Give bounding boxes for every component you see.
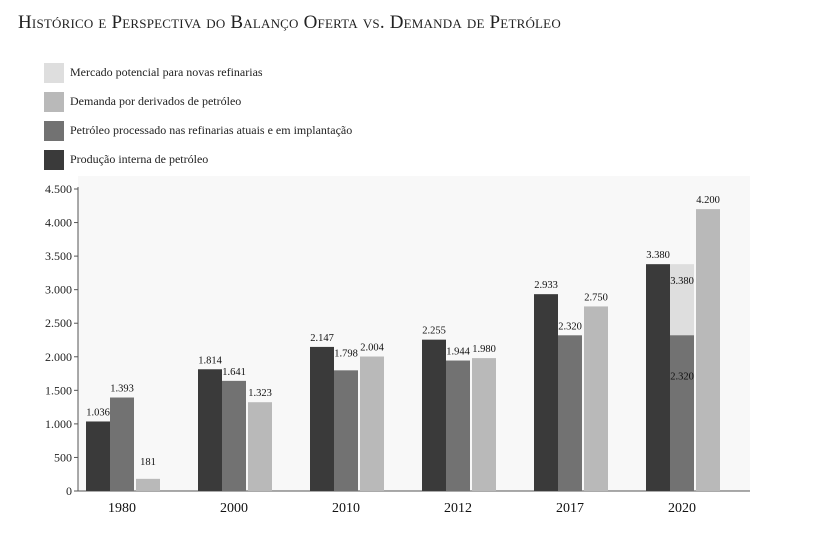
data-label: 1.323 bbox=[248, 388, 272, 399]
bar bbox=[670, 335, 694, 491]
data-label: 4.200 bbox=[696, 195, 720, 206]
data-label: 181 bbox=[140, 457, 156, 468]
data-label: 1.944 bbox=[446, 347, 470, 358]
legend: Mercado potencial para novas refinarias … bbox=[44, 58, 352, 174]
legend-swatch bbox=[44, 120, 64, 141]
bar bbox=[198, 369, 222, 491]
y-tick-label: 3.500 bbox=[45, 249, 72, 263]
y-tick-label: 2.500 bbox=[45, 316, 72, 330]
bar bbox=[248, 402, 272, 491]
y-tick-label: 4.500 bbox=[45, 182, 72, 196]
bar bbox=[360, 356, 384, 491]
legend-label: Demanda por derivados de petróleo bbox=[70, 94, 242, 108]
data-label: 1.980 bbox=[472, 344, 496, 355]
y-tick-label: 4.000 bbox=[45, 216, 72, 230]
bar bbox=[584, 306, 608, 491]
plot-area bbox=[78, 176, 750, 491]
bar bbox=[558, 335, 582, 491]
data-label: 2.320 bbox=[670, 371, 694, 382]
data-label: 2.933 bbox=[534, 280, 558, 291]
data-label: 2.750 bbox=[584, 292, 608, 303]
bar bbox=[334, 370, 358, 491]
legend-swatch bbox=[44, 91, 64, 112]
bar bbox=[646, 264, 670, 491]
data-label: 1.641 bbox=[222, 367, 246, 378]
bar bbox=[110, 397, 134, 491]
bar bbox=[534, 294, 558, 491]
category-label: 1980 bbox=[108, 501, 136, 516]
data-label: 1.798 bbox=[334, 348, 358, 359]
legend-item: Demanda por derivados de petróleo bbox=[44, 87, 352, 116]
legend-item: Petróleo processado nas refinarias atuai… bbox=[44, 116, 352, 145]
legend-swatch bbox=[44, 62, 64, 83]
legend-item: Mercado potencial para novas refinarias bbox=[44, 58, 352, 87]
category-label: 2000 bbox=[220, 501, 248, 516]
data-label: 3.380 bbox=[646, 250, 670, 261]
y-tick-label: 2.000 bbox=[45, 350, 72, 364]
y-tick-label: 3.000 bbox=[45, 283, 72, 297]
category-label: 2020 bbox=[668, 501, 696, 516]
data-label: 2.004 bbox=[360, 343, 384, 354]
data-label: 2.255 bbox=[422, 326, 446, 337]
legend-swatch bbox=[44, 149, 64, 170]
bar bbox=[422, 339, 446, 491]
data-label: 3.380 bbox=[670, 276, 694, 287]
category-label: 2010 bbox=[332, 501, 360, 516]
bar bbox=[472, 358, 496, 491]
data-label: 1.814 bbox=[198, 355, 222, 366]
y-tick-label: 1.500 bbox=[45, 383, 72, 397]
bar bbox=[136, 478, 160, 491]
y-tick-label: 1.000 bbox=[45, 417, 72, 431]
legend-item: Produção interna de petróleo bbox=[44, 145, 352, 174]
legend-label: Produção interna de petróleo bbox=[70, 152, 209, 166]
data-label: 2.320 bbox=[558, 321, 582, 332]
category-label: 2012 bbox=[444, 501, 472, 516]
data-label: 2.147 bbox=[310, 333, 334, 344]
bar bbox=[696, 209, 720, 491]
chart-title: Histórico e Perspectiva do Balanço Ofert… bbox=[18, 12, 561, 33]
bar bbox=[446, 360, 470, 491]
y-tick-label: 0 bbox=[66, 484, 72, 498]
bar bbox=[222, 380, 246, 491]
legend-label: Petróleo processado nas refinarias atuai… bbox=[70, 123, 353, 137]
data-label: 1.393 bbox=[110, 384, 134, 395]
y-tick-label: 500 bbox=[54, 450, 72, 464]
data-label: 1.036 bbox=[86, 407, 110, 418]
bar bbox=[86, 421, 110, 491]
category-label: 2017 bbox=[556, 501, 584, 516]
bar bbox=[310, 346, 334, 491]
legend-label: Mercado potencial para novas refinarias bbox=[70, 65, 263, 79]
